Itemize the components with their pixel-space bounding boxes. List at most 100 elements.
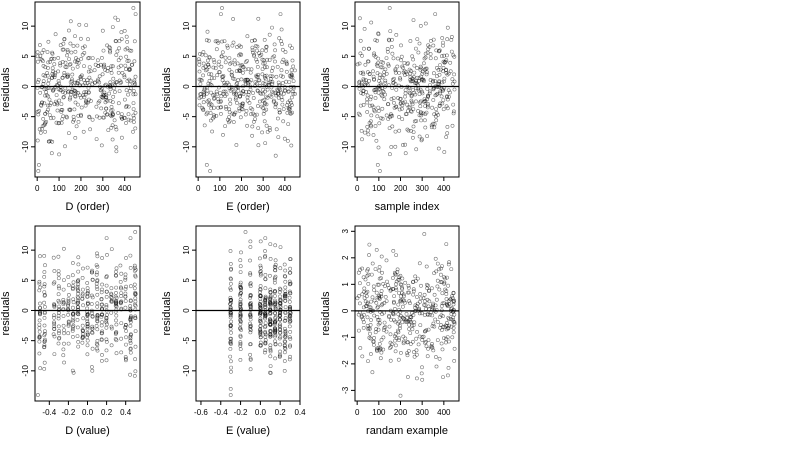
- data-point: [63, 86, 68, 91]
- data-point: [95, 327, 100, 332]
- x-tick-label: -0.2: [234, 408, 248, 417]
- data-point: [289, 103, 294, 107]
- data-point: [273, 105, 278, 110]
- data-point: [216, 99, 221, 104]
- data-point: [74, 124, 79, 129]
- data-point: [248, 245, 253, 249]
- data-point: [435, 261, 440, 266]
- data-point: [398, 96, 403, 101]
- data-point: [223, 104, 228, 109]
- data-point: [410, 135, 415, 140]
- data-point: [365, 289, 370, 294]
- data-point: [267, 322, 272, 327]
- data-point: [107, 91, 112, 96]
- data-point: [410, 280, 415, 285]
- data-point: [367, 103, 372, 108]
- data-point: [376, 318, 381, 322]
- data-point: [81, 266, 85, 271]
- data-point: [403, 300, 407, 305]
- data-point: [109, 64, 114, 69]
- data-point: [403, 151, 408, 156]
- data-point: [49, 101, 53, 105]
- data-point: [43, 263, 47, 268]
- data-point: [100, 256, 105, 260]
- data-point: [214, 114, 219, 118]
- data-point: [70, 368, 75, 373]
- data-point: [358, 38, 363, 43]
- data-point: [408, 331, 413, 336]
- data-point: [63, 90, 68, 95]
- data-point: [398, 313, 403, 318]
- data-point: [409, 109, 414, 114]
- data-point: [405, 290, 410, 295]
- data-point: [112, 86, 116, 91]
- data-point: [228, 305, 233, 310]
- data-point: [278, 335, 283, 339]
- data-point: [405, 72, 410, 77]
- x-tick-label: 0.4: [294, 408, 306, 417]
- data-point: [100, 352, 104, 357]
- data-point: [42, 300, 47, 305]
- data-point: [71, 319, 76, 324]
- data-point: [276, 88, 281, 93]
- data-point: [56, 313, 61, 318]
- data-point: [58, 63, 63, 68]
- data-point: [44, 90, 49, 95]
- data-point: [272, 322, 277, 327]
- data-point: [109, 298, 114, 303]
- data-point: [361, 77, 366, 82]
- data-point: [278, 12, 283, 17]
- data-point: [258, 303, 263, 308]
- data-point: [39, 85, 44, 90]
- data-point: [52, 303, 57, 308]
- data-point: [445, 106, 450, 111]
- data-point: [411, 350, 416, 354]
- data-point: [419, 74, 423, 79]
- data-point: [258, 335, 263, 340]
- data-point: [358, 70, 363, 75]
- data-point: [124, 342, 128, 347]
- data-point: [228, 346, 233, 351]
- data-point: [399, 54, 404, 59]
- data-point: [90, 82, 95, 87]
- data-point: [217, 70, 221, 75]
- data-point: [56, 269, 61, 274]
- data-point: [388, 112, 393, 117]
- data-point: [265, 129, 270, 134]
- data-point: [81, 129, 86, 134]
- data-point: [245, 98, 250, 103]
- data-point: [391, 100, 396, 105]
- data-point: [418, 323, 423, 328]
- data-point: [367, 46, 371, 51]
- data-point: [395, 270, 400, 274]
- data-point: [278, 287, 283, 292]
- data-point: [248, 357, 253, 362]
- data-point: [218, 12, 223, 17]
- y-tick-label: -10: [182, 140, 191, 152]
- data-point: [82, 64, 86, 69]
- data-point: [371, 284, 376, 289]
- data-point: [386, 63, 391, 68]
- data-point: [92, 68, 97, 73]
- data-point: [390, 276, 395, 280]
- data-point: [248, 356, 253, 361]
- data-point: [238, 52, 243, 57]
- data-point: [403, 91, 408, 96]
- data-point: [279, 73, 283, 78]
- data-point: [433, 256, 438, 261]
- data-point: [287, 357, 292, 362]
- data-point: [258, 271, 263, 276]
- data-point: [378, 116, 383, 121]
- data-point: [126, 58, 131, 63]
- data-point: [370, 370, 375, 375]
- data-point: [62, 71, 67, 75]
- data-point: [66, 312, 71, 317]
- data-point: [263, 311, 268, 316]
- data-point: [285, 103, 290, 108]
- data-point: [399, 43, 403, 48]
- data-point: [248, 258, 252, 263]
- data-point: [372, 77, 377, 82]
- data-point: [430, 305, 435, 310]
- data-point: [219, 64, 224, 69]
- data-point: [52, 269, 57, 273]
